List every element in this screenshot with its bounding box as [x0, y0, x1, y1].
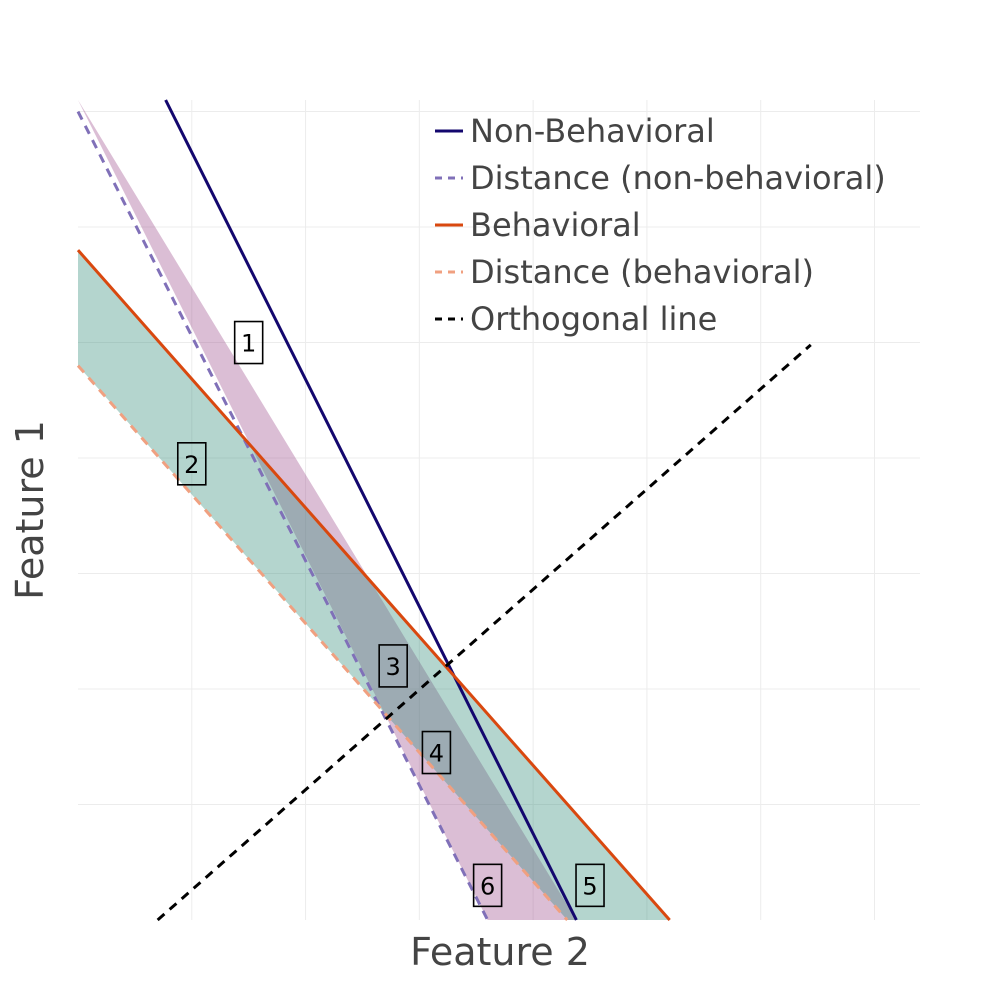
grid [78, 100, 920, 920]
region-annotations: 1 2 3 4 5 6 [176, 320, 605, 908]
legend-label: Non-Behavioral [470, 112, 715, 150]
region-box [378, 644, 408, 688]
region-label: 1 [241, 330, 256, 358]
legend: Non-Behavioral Distance (non-behavioral) B… [435, 112, 886, 338]
legend-label: Distance (non-behavioral) [470, 159, 886, 197]
y-axis-title: Feature 1 [8, 420, 52, 600]
region-label: 2 [184, 451, 199, 479]
legend-label: Behavioral [470, 206, 641, 244]
x-axis-title: Feature 2 [410, 930, 590, 974]
series-line-3 [76, 249, 671, 921]
series-line-1 [164, 99, 578, 921]
region-box [421, 730, 452, 775]
region-box [176, 442, 207, 486]
region-box [575, 863, 605, 908]
band-1 [78, 100, 577, 920]
legend-label: Orthogonal line [470, 300, 717, 338]
region-label: 5 [582, 872, 597, 900]
region-box [472, 863, 503, 908]
region-box [233, 320, 264, 365]
region-label: 6 [480, 872, 495, 900]
legend-label: Distance (behavioral) [470, 253, 814, 291]
series-line-5 [156, 343, 812, 922]
region-label: 3 [386, 653, 401, 681]
series-line-4 [76, 364, 569, 921]
series-line-2 [76, 110, 489, 921]
region-label: 4 [429, 740, 444, 768]
series-lines [76, 99, 812, 922]
